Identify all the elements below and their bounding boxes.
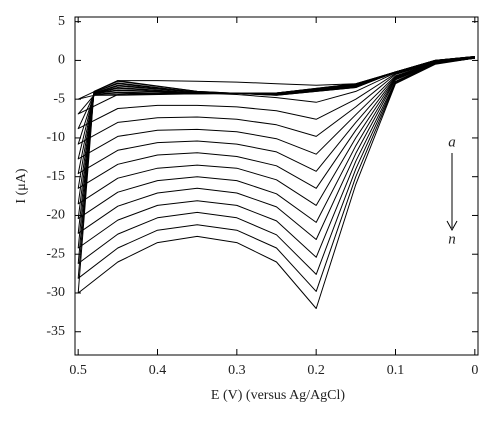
y-tick-label: -35: [46, 324, 65, 339]
cv-curve: [77, 56, 475, 175]
annotation: a: [448, 134, 456, 150]
cv-curve: [77, 56, 475, 223]
cv-curve: [77, 56, 475, 240]
x-tick-label: 0: [471, 363, 478, 378]
y-tick-label: -25: [46, 246, 65, 261]
x-tick-label: 0.2: [307, 363, 325, 378]
x-tick-label: 0.3: [228, 363, 246, 378]
x-tick-label: 0.1: [387, 363, 405, 378]
y-axis-label: I (μA): [14, 168, 29, 203]
y-tick-label: -5: [53, 91, 65, 106]
y-tick-label: -20: [46, 208, 65, 223]
cv-curve: [77, 56, 475, 309]
cv-curve: [77, 56, 475, 189]
y-tick-label: 0: [58, 53, 65, 68]
y-tick-label: -15: [46, 169, 65, 184]
y-tick-label: -30: [46, 285, 65, 300]
cv-curve: [77, 57, 475, 160]
arrow-head: [446, 220, 458, 232]
annotation: n: [448, 231, 456, 247]
x-tick-label: 0.4: [149, 363, 167, 378]
y-tick-label: -10: [46, 130, 65, 145]
cv-curve: [77, 57, 475, 115]
y-tick-label: 5: [58, 14, 65, 29]
cv-curve: [77, 56, 475, 275]
cv-curve: [77, 56, 475, 206]
cv-curve: [77, 56, 475, 292]
x-axis-label: E (V) (versus Ag/AgCl): [211, 388, 345, 403]
plot-frame: [74, 16, 479, 356]
x-tick-label: 0.5: [69, 363, 87, 378]
